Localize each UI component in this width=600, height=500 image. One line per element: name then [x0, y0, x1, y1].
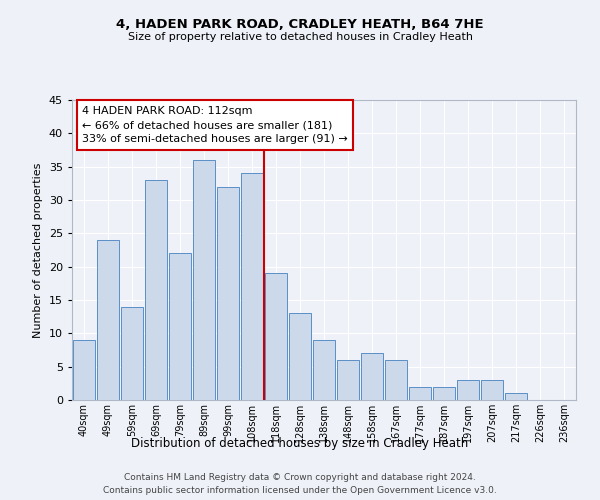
Bar [457, 380, 479, 400]
Text: 4 HADEN PARK ROAD: 112sqm
← 66% of detached houses are smaller (181)
33% of semi: 4 HADEN PARK ROAD: 112sqm ← 66% of detac… [82, 106, 348, 144]
Bar [481, 380, 503, 400]
Bar [169, 254, 191, 400]
Bar [217, 186, 239, 400]
Bar [505, 394, 527, 400]
Bar [337, 360, 359, 400]
Bar [361, 354, 383, 400]
Bar [409, 386, 431, 400]
Bar [121, 306, 143, 400]
Bar [73, 340, 95, 400]
Bar [97, 240, 119, 400]
Text: Contains HM Land Registry data © Crown copyright and database right 2024.: Contains HM Land Registry data © Crown c… [124, 472, 476, 482]
Bar [241, 174, 263, 400]
Bar [289, 314, 311, 400]
Bar [433, 386, 455, 400]
Y-axis label: Number of detached properties: Number of detached properties [33, 162, 43, 338]
Text: 4, HADEN PARK ROAD, CRADLEY HEATH, B64 7HE: 4, HADEN PARK ROAD, CRADLEY HEATH, B64 7… [116, 18, 484, 30]
Text: Size of property relative to detached houses in Cradley Heath: Size of property relative to detached ho… [128, 32, 473, 42]
Bar [313, 340, 335, 400]
Bar [145, 180, 167, 400]
Text: Distribution of detached houses by size in Cradley Heath: Distribution of detached houses by size … [131, 438, 469, 450]
Text: Contains public sector information licensed under the Open Government Licence v3: Contains public sector information licen… [103, 486, 497, 495]
Bar [385, 360, 407, 400]
Bar [265, 274, 287, 400]
Bar [193, 160, 215, 400]
